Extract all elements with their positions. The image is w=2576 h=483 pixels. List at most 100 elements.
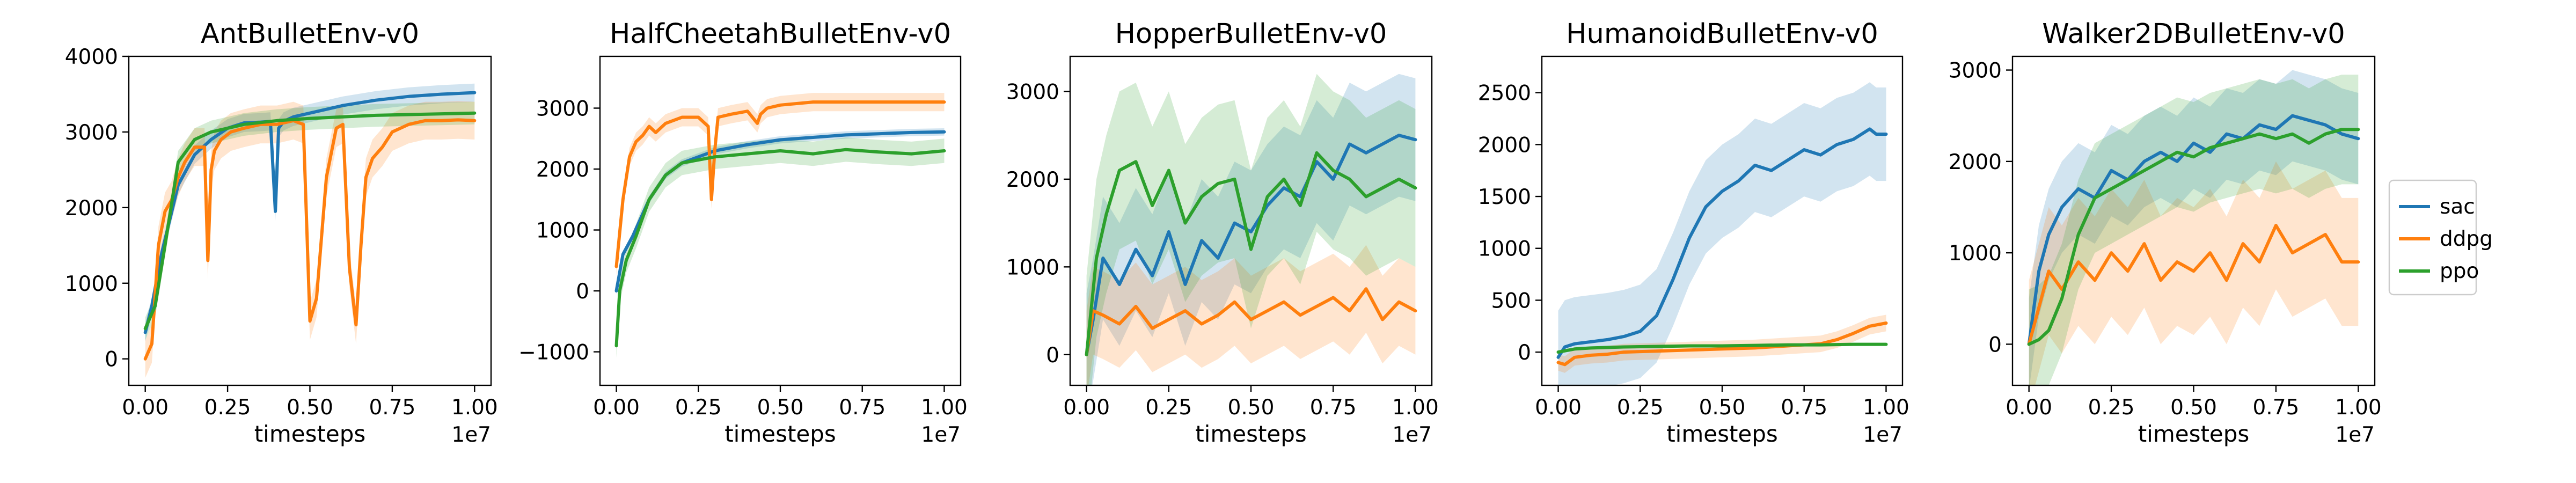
x-tick-label: 0.25 (204, 396, 251, 420)
x-tick-label: 0.75 (1310, 396, 1357, 420)
x-axis-offset: 1e7 (1392, 423, 1432, 447)
x-axis-offset: 1e7 (2335, 423, 2375, 447)
y-tick-label: 1000 (1006, 255, 1059, 280)
series-line-sac (1085, 134, 1417, 356)
x-tick-label: 0.50 (1228, 396, 1275, 420)
x-tick-label: 0.25 (1617, 396, 1664, 420)
series-band-sac (1558, 82, 1886, 385)
chart-panel: HopperBulletEnv-v0 0 1000 2000 3000 0.00 0.25 0… (1006, 18, 1439, 447)
series-line-sac (2027, 114, 2360, 346)
y-tick-label: 0 (576, 280, 589, 304)
chart-panel: Walker2DBulletEnv-v0 0 1000 2000 3000 0.00 0.2… (1949, 18, 2382, 447)
x-axis-offset: 1e7 (921, 423, 961, 447)
series-band-ddpg (1086, 245, 1416, 385)
plot-area (1556, 82, 1888, 385)
y-tick-label: 1000 (536, 219, 589, 243)
y-tick-label: 0 (1046, 343, 1059, 368)
series-line-ppo (614, 148, 946, 348)
series-band-ddpg (2029, 161, 2359, 385)
x-tick-label: 0.50 (2170, 396, 2217, 420)
plot-area (143, 83, 477, 378)
series-line-ppo (143, 111, 477, 331)
x-tick-label: 0.00 (1535, 396, 1582, 420)
x-tick-label: 0.75 (1781, 396, 1827, 420)
y-tick-label: 2000 (536, 158, 589, 182)
y-tick-label: 0 (1518, 341, 1531, 365)
x-axis-label: timesteps (724, 421, 836, 447)
x-tick-label: 0.00 (1063, 396, 1110, 420)
series-line-ddpg (1085, 287, 1417, 356)
series-line-ddpg (1556, 321, 1888, 367)
y-tick-label: 2000 (65, 196, 118, 221)
series-line-sac (143, 91, 477, 334)
y-tick-label: 3000 (536, 97, 589, 121)
x-axis-label: timesteps (254, 421, 366, 447)
chart-panel: AntBulletEnv-v0 0 1000 2000 3000 4000 0.00 0.25… (65, 18, 498, 447)
series-line-ppo (1085, 151, 1417, 356)
legend: sac ddpg ppo (2388, 179, 2493, 296)
x-tick-label: 0.50 (757, 396, 804, 420)
x-tick-label: 0.00 (122, 396, 169, 420)
x-tick-label: 1.00 (1392, 396, 1439, 420)
y-tick-label: 500 (1491, 289, 1531, 313)
chart-title: Walker2DBulletEnv-v0 (2042, 18, 2345, 50)
series-line-ppo (2027, 128, 2360, 346)
y-tick-label: 3000 (1006, 80, 1059, 104)
y-tick-label: −1000 (518, 341, 589, 365)
legend-label: sac (2440, 195, 2475, 219)
y-tick-label: 1000 (1949, 241, 2002, 266)
y-tick-label: 1500 (1478, 185, 1531, 209)
y-tick-label: 4000 (65, 45, 118, 69)
x-tick-label: 1.00 (921, 396, 968, 420)
series-line-ddpg (143, 118, 477, 361)
chart-panel: HalfCheetahBulletEnv-v0 −1000 0 1000 2000 300… (518, 18, 968, 447)
x-tick-label: 0.00 (593, 396, 640, 420)
y-tick-label: 0 (105, 348, 118, 372)
series-band-ppo (616, 137, 945, 358)
series-line-sac (614, 130, 946, 292)
series-line-ppo (1556, 342, 1888, 354)
x-tick-label: 0.50 (287, 396, 333, 420)
y-tick-label: 2000 (1949, 150, 2002, 174)
x-tick-label: 0.25 (2088, 396, 2135, 420)
x-tick-label: 0.75 (2252, 396, 2299, 420)
y-tick-label: 3000 (65, 121, 118, 145)
x-tick-label: 0.75 (369, 396, 415, 420)
chart-panel: HumanoidBulletEnv-v0 0 500 1000 1500 2000 2500… (1478, 18, 1909, 447)
legend-box (2388, 179, 2477, 296)
x-tick-label: 0.25 (1145, 396, 1192, 420)
chart-title: HopperBulletEnv-v0 (1115, 18, 1387, 50)
legend-label: ppo (2440, 259, 2479, 283)
y-tick-label: 3000 (1949, 59, 2002, 83)
y-tick-label: 1000 (65, 272, 118, 296)
x-axis-label: timesteps (1195, 421, 1307, 447)
y-tick-label: 2500 (1478, 82, 1531, 106)
y-tick-label: 2000 (1478, 133, 1531, 157)
x-tick-label: 0.25 (675, 396, 722, 420)
x-axis-label: timesteps (1666, 421, 1778, 447)
chart-title: AntBulletEnv-v0 (201, 18, 419, 50)
plot-area (2027, 70, 2360, 385)
x-tick-label: 0.75 (839, 396, 885, 420)
chart-title: HumanoidBulletEnv-v0 (1566, 18, 1878, 50)
x-axis-label: timesteps (2138, 421, 2250, 447)
series-line-ddpg (2027, 224, 2360, 346)
chart-title: HalfCheetahBulletEnv-v0 (610, 18, 951, 50)
series-band-ddpg (616, 93, 945, 276)
y-tick-label: 0 (1988, 333, 2002, 357)
x-tick-label: 1.00 (2335, 396, 2382, 420)
legend-label: ddpg (2440, 227, 2493, 251)
series-band-sac (2029, 70, 2359, 385)
x-axis-offset: 1e7 (451, 423, 491, 447)
chart-panels: AntBulletEnv-v0 0 1000 2000 3000 4000 0.00 0.25… (65, 18, 2382, 447)
x-tick-label: 1.00 (1863, 396, 1909, 420)
x-tick-label: 0.50 (1699, 396, 1746, 420)
series-line-sac (1556, 127, 1888, 359)
series-band-ppo (2029, 75, 2359, 385)
x-tick-label: 0.00 (2006, 396, 2052, 420)
plot-area (614, 93, 946, 358)
x-tick-label: 1.00 (451, 396, 498, 420)
series-line-ddpg (614, 100, 946, 268)
plot-area (1085, 74, 1417, 385)
